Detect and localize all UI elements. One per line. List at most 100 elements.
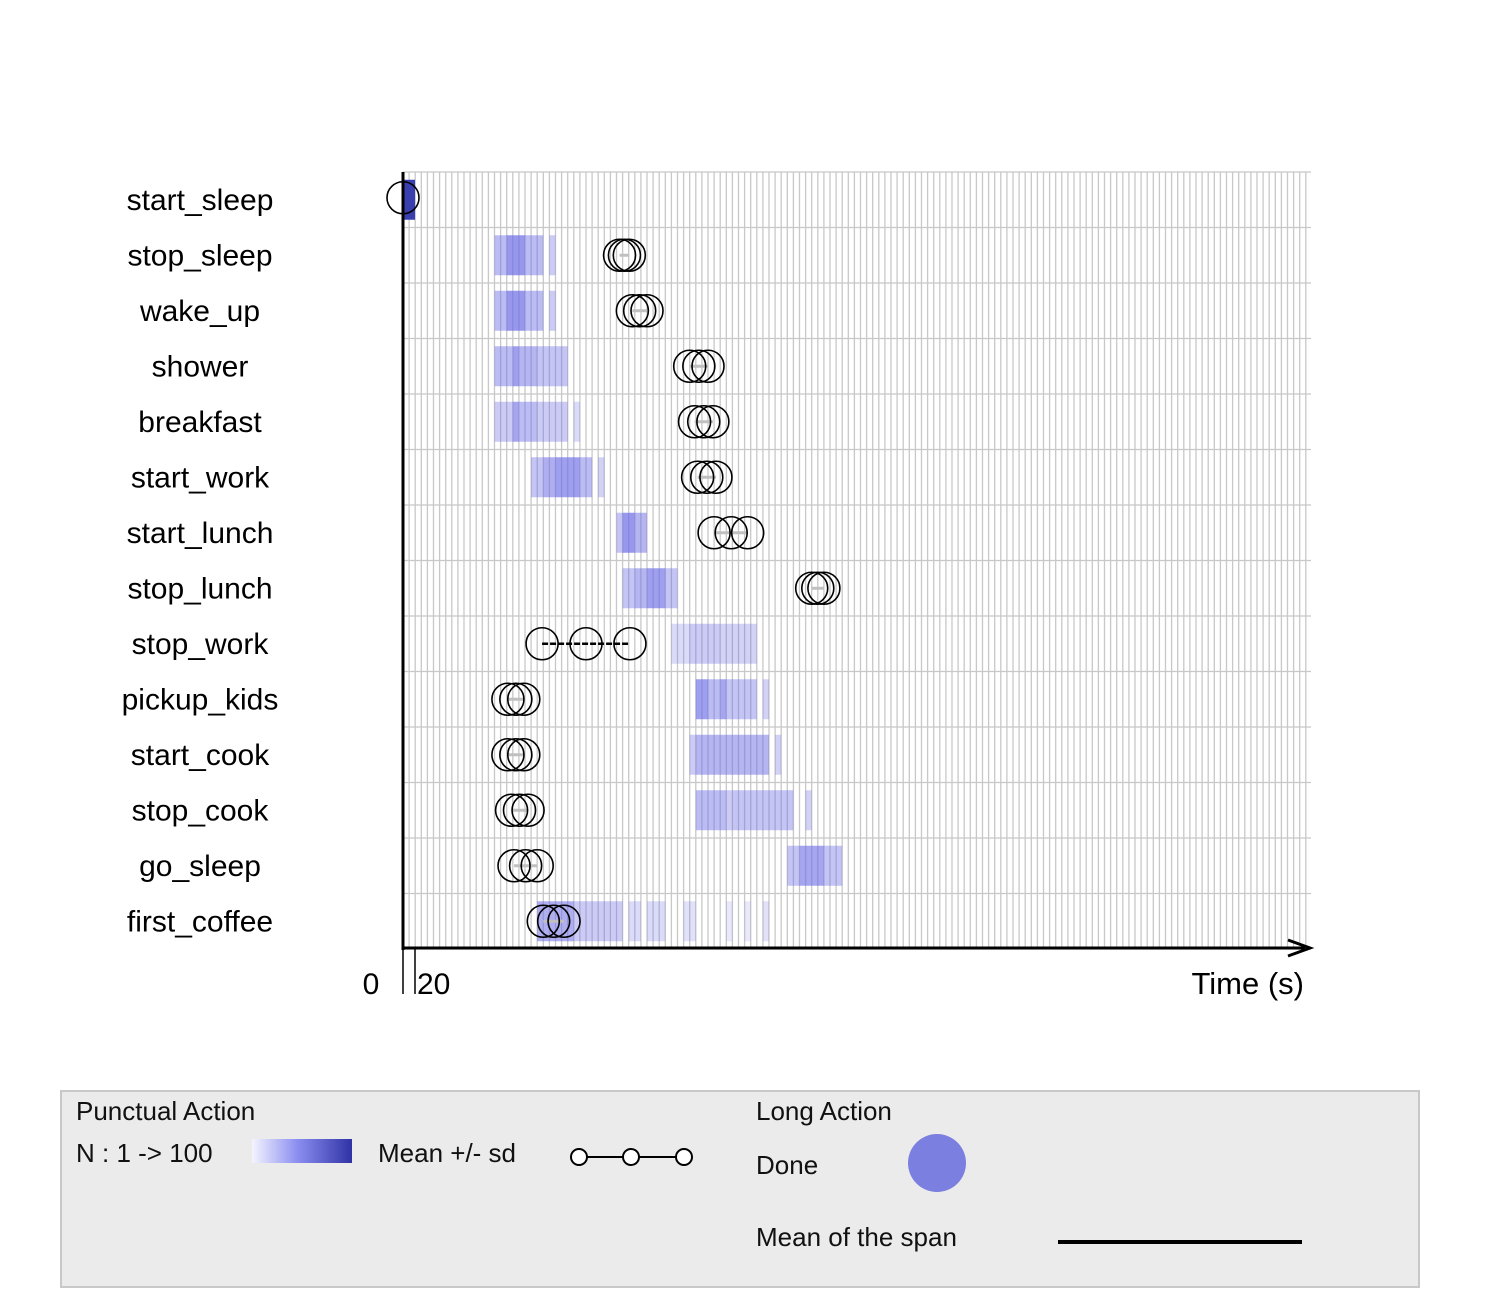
row-label-first_coffee: first_coffee (127, 905, 273, 938)
density-bar (543, 457, 556, 498)
sd-marker (630, 293, 664, 328)
density-bar (708, 679, 721, 720)
density-bar (744, 901, 751, 942)
density-bar (805, 790, 812, 831)
sd-marker (691, 349, 725, 384)
legend-n-label: N : 1 -> 100 (76, 1138, 213, 1168)
density-bar (525, 290, 544, 331)
density-bar (720, 623, 757, 664)
legend-mean-sd-label: Mean +/- sd (378, 1138, 517, 1168)
legend: Punctual Action N : 1 -> 100 Mean +/- sd… (60, 1090, 1420, 1288)
density-bar (506, 235, 525, 276)
density-bar (762, 901, 769, 942)
mean-marker (569, 626, 603, 661)
row-label-start_cook: start_cook (131, 739, 270, 772)
density-bar (665, 568, 678, 609)
legend-done-dot (908, 1134, 966, 1192)
row-label-stop_work: stop_work (132, 628, 270, 661)
row-label-start_work: start_work (131, 461, 270, 494)
sd-marker (697, 515, 731, 550)
sd-marker (525, 626, 559, 661)
mean-sd-marks (386, 179, 841, 939)
mean-marker (689, 460, 724, 495)
density-bar (512, 346, 519, 387)
density-bar (689, 734, 696, 775)
density-bar (598, 457, 605, 498)
start-marker (403, 179, 415, 220)
sd-marker (547, 904, 581, 939)
row-label-stop_sleep: stop_sleep (127, 239, 272, 272)
mean-marker (499, 682, 533, 717)
density-bar (573, 401, 580, 442)
sd-marker (511, 793, 545, 828)
mean-marker (622, 293, 657, 328)
density-bar (671, 623, 690, 664)
sd-marker (491, 737, 525, 772)
density-bar (689, 623, 721, 664)
row-label-breakfast: breakfast (138, 406, 262, 439)
density-bar (775, 734, 782, 775)
density-bar (622, 568, 635, 609)
density-bar (762, 679, 769, 720)
row-label-start_lunch: start_lunch (127, 517, 274, 550)
density-bar (494, 290, 507, 331)
x-tick-label-20: 20 (417, 968, 450, 1001)
density-bar (518, 346, 538, 387)
sd-marker (491, 682, 525, 717)
sd-marker (615, 293, 650, 328)
density-bar (695, 679, 708, 720)
legend-punctual-title: Punctual Action (76, 1096, 256, 1126)
density-bar (726, 679, 757, 720)
density-bars (494, 235, 843, 942)
density-bar (579, 457, 593, 498)
density-bar (549, 290, 556, 331)
density-bar (726, 901, 733, 942)
density-bar (720, 679, 727, 720)
density-bar (531, 457, 544, 498)
row-label-go_sleep: go_sleep (139, 850, 261, 883)
sd-marker (612, 238, 647, 273)
sd-marker (699, 460, 733, 495)
legend-done-label: Done (756, 1150, 819, 1180)
sd-marker (672, 349, 707, 384)
density-bar (787, 845, 800, 886)
sd-marker (680, 460, 715, 495)
density-bar (512, 401, 519, 442)
sd-marker (613, 626, 647, 661)
density-bar (573, 901, 623, 942)
row-label-stop_lunch: stop_lunch (127, 572, 272, 605)
sd-marker (497, 848, 531, 883)
density-bar (695, 734, 769, 775)
mean-marker (499, 737, 533, 772)
x-tick-label-0: 0 (363, 968, 380, 1001)
density-bar (683, 901, 696, 942)
density-bar (494, 346, 513, 387)
sd-marker (807, 571, 841, 606)
row-label-pickup_kids: pickup_kids (122, 683, 279, 716)
sd-marker (696, 404, 730, 439)
density-bar (555, 457, 580, 498)
legend-span-line (1058, 1240, 1302, 1244)
sd-marker (677, 404, 712, 439)
row-label-wake_up: wake_up (139, 295, 260, 328)
density-bar (494, 235, 507, 276)
mean-marker (508, 848, 543, 883)
density-bar (634, 568, 647, 609)
legend-long-title: Long Action (756, 1096, 892, 1126)
mean-marker (686, 404, 721, 439)
x-axis-label: Time (s) (1192, 966, 1305, 1001)
density-bar (616, 512, 623, 553)
density-bar (549, 235, 556, 276)
density-bar (518, 401, 538, 442)
density-bar (537, 346, 568, 387)
mean-marker (682, 349, 716, 384)
density-bar (628, 901, 641, 942)
mean-marker (800, 571, 835, 606)
mean-marker (502, 793, 537, 828)
density-bar (622, 512, 635, 553)
sd-marker (494, 793, 529, 828)
sd-marker (794, 571, 829, 606)
sd-marker (730, 515, 765, 550)
